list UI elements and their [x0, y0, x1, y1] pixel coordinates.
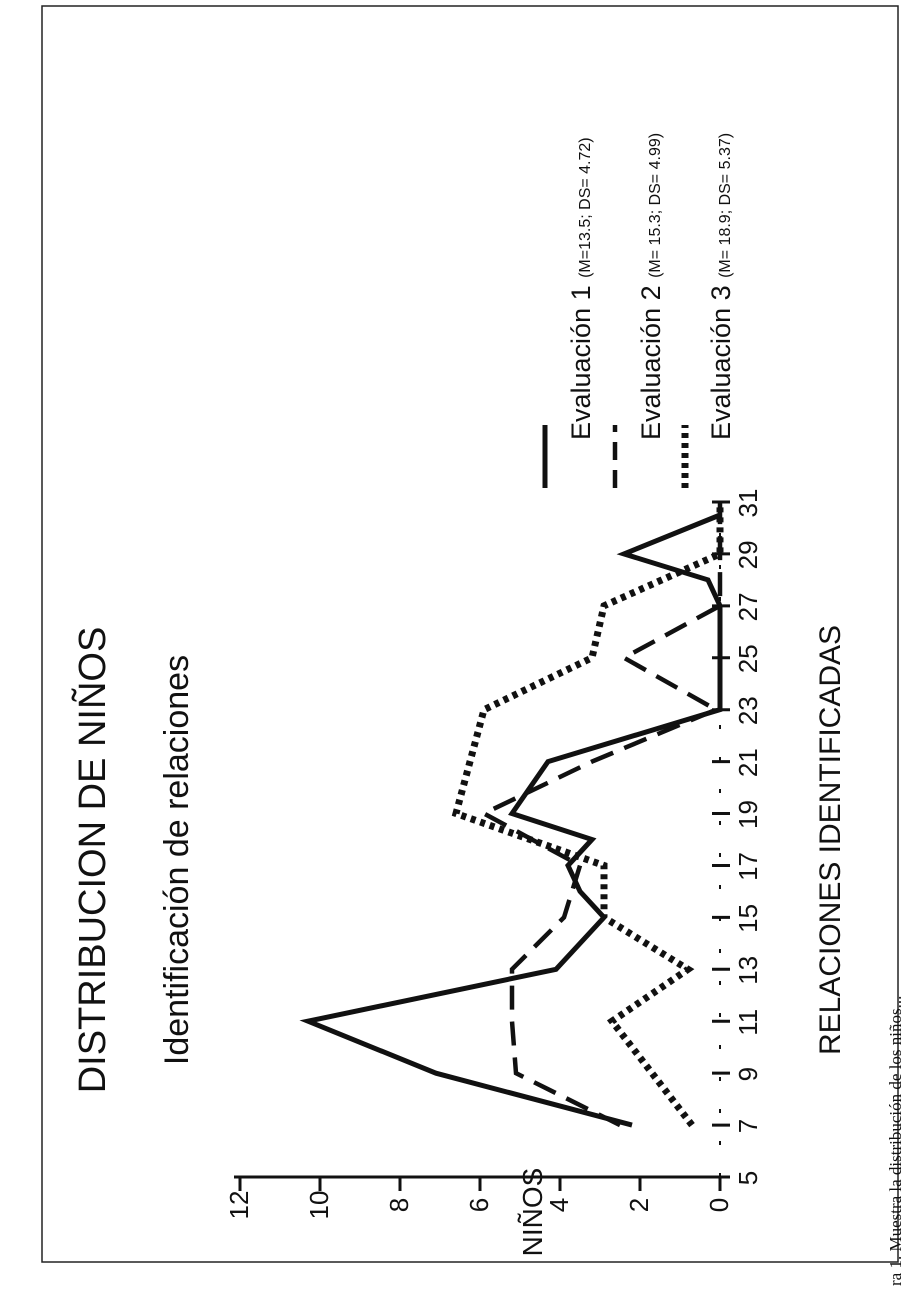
legend-label-2: Evaluación 2 (M= 15.3; DS= 4.99): [636, 133, 666, 440]
x-axis-label: RELACIONES IDENTIFICADAS: [814, 625, 847, 1055]
legend-stats-1: (M=13.5; DS= 4.72): [577, 137, 594, 278]
y-tick-label: 10: [304, 1191, 334, 1220]
x-tick-label: 27: [733, 592, 763, 621]
y-tick-label: 8: [384, 1198, 414, 1212]
y-tick-label: 12: [224, 1191, 254, 1220]
x-tick-label: 13: [733, 956, 763, 985]
y-tick-label: 4: [544, 1198, 574, 1212]
figure-border: [41, 5, 899, 1263]
x-tick-label: 19: [733, 800, 763, 829]
x-tick-label: 25: [733, 644, 763, 673]
x-tick-label: 31: [733, 489, 763, 518]
x-tick-label: 29: [733, 540, 763, 569]
x-tick-label: 23: [733, 696, 763, 725]
y-tick-label: 6: [464, 1198, 494, 1212]
x-tick-label: 17: [733, 852, 763, 881]
y-tick-label: 0: [704, 1198, 734, 1212]
series-line-1: [299, 512, 723, 1128]
x-tick-label: 7: [733, 1119, 763, 1133]
x-tick-label: 11: [733, 1009, 763, 1036]
x-tick-label: 5: [733, 1171, 763, 1185]
y-tick-label: 2: [624, 1198, 654, 1212]
x-tick-label: 9: [733, 1067, 763, 1081]
x-tick-label: 15: [733, 904, 763, 933]
x-tick-label: 21: [733, 748, 763, 777]
legend-label-1: Evaluación 1 (M=13.5; DS= 4.72): [566, 137, 596, 440]
chart-subtitle: Identificación de relaciones: [158, 655, 196, 1065]
figure-caption: ra 1. Muestra la distribución de los niñ…: [886, 995, 902, 1286]
legend-stats-3: (M= 18.9; DS= 5.37): [717, 133, 734, 278]
legend-label-3: Evaluación 3 (M= 18.9; DS= 5.37): [706, 133, 736, 440]
chart-title: DISTRIBUCION DE NIÑOS: [71, 627, 114, 1094]
legend-stats-2: (M= 15.3; DS= 4.99): [647, 133, 664, 278]
series-line-3: [451, 502, 724, 1128]
y-axis-label: NIÑOS: [517, 1168, 548, 1257]
